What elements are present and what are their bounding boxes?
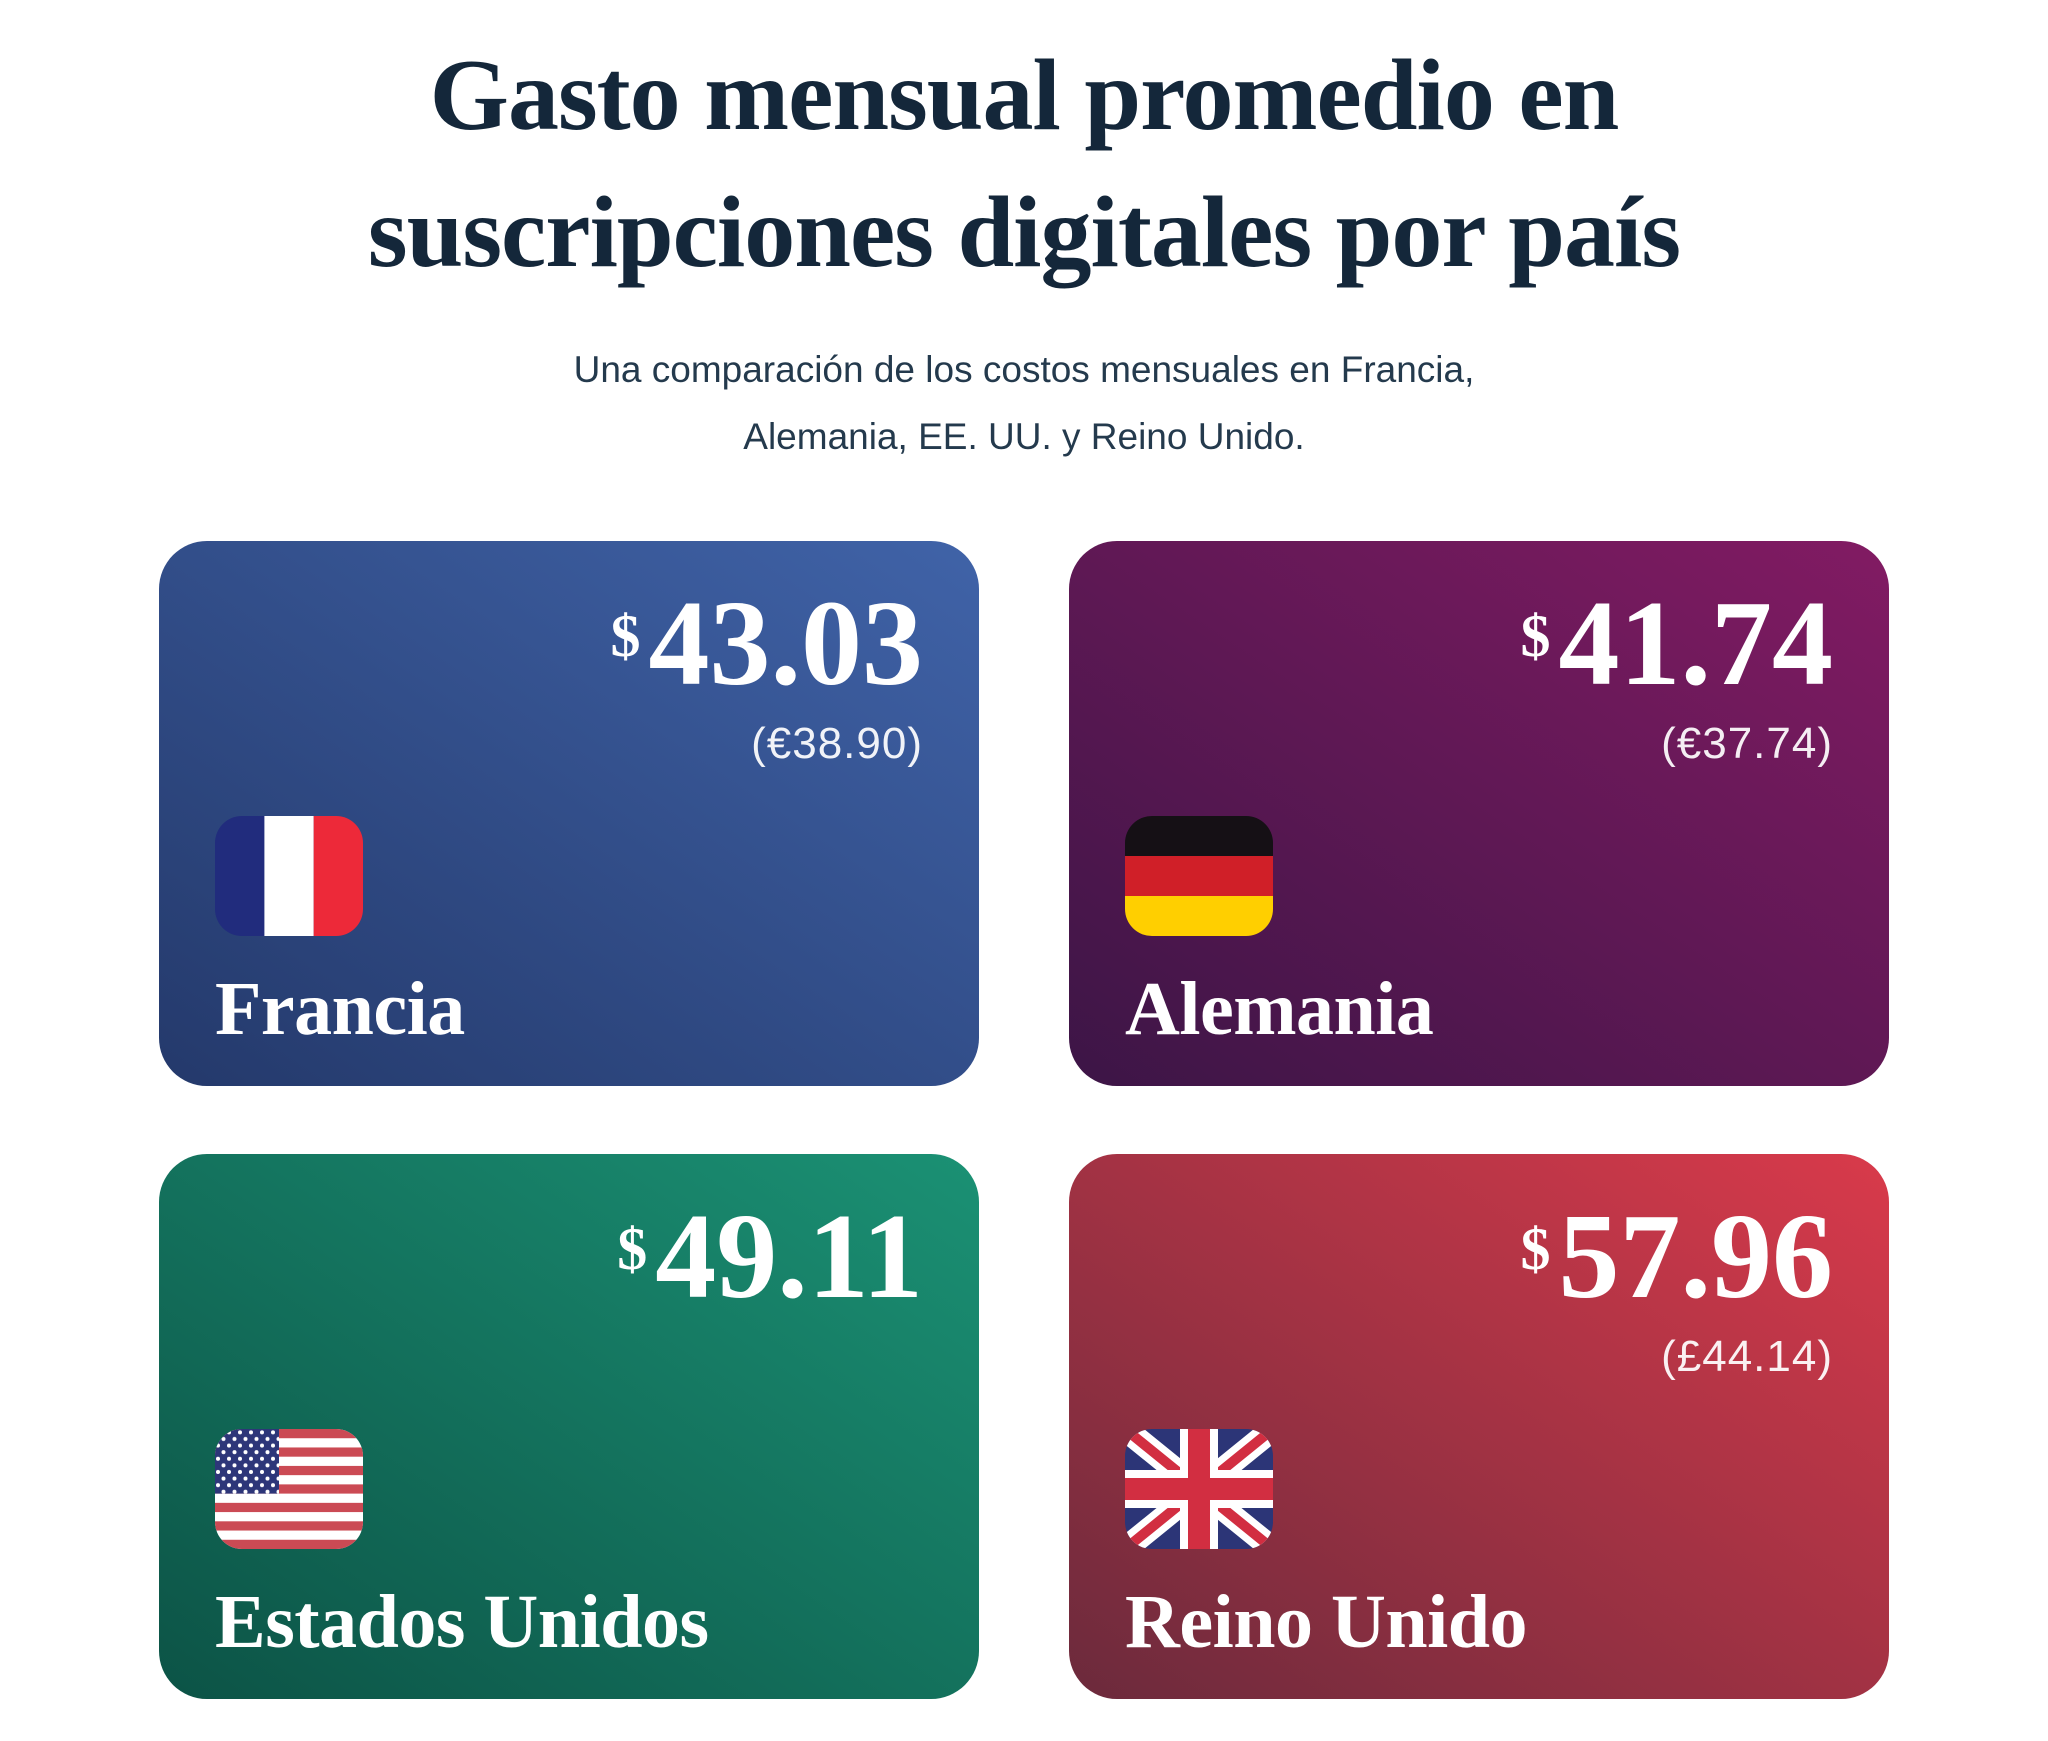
country-block-estados-unidos: Estados Unidos	[215, 1428, 923, 1665]
dollar-sign-icon: $	[1520, 1215, 1551, 1282]
country-label-reino-unido: Reino Unido	[1125, 1579, 1528, 1664]
uk-flag-icon	[1125, 1428, 1273, 1549]
usd-value-francia: 43.03	[648, 575, 924, 711]
page-title: Gasto mensual promedio en suscripciones …	[0, 28, 2048, 301]
usd-amount-francia: $43.03	[215, 582, 924, 705]
local-amount-reino-unido: (£44.14)	[1661, 1331, 1833, 1381]
dollar-sign-icon: $	[1520, 602, 1551, 669]
price-block-francia: $43.03 (€38.90)	[215, 582, 924, 769]
page-subtitle-line-2: Alemania, EE. UU. y Reino Unido.	[743, 415, 1305, 457]
usd-amount-alemania: $41.74	[1125, 582, 1834, 705]
local-amount-francia: (€38.90)	[751, 718, 923, 768]
country-block-alemania: Alemania	[1125, 815, 1833, 1052]
usd-amount-reino-unido: $57.96	[1125, 1195, 1834, 1318]
page-subtitle-line-1: Una comparación de los costos mensuales …	[573, 349, 1475, 391]
country-block-reino-unido: Reino Unido	[1125, 1428, 1833, 1665]
page-title-line-2: suscripciones digitales por país	[367, 175, 1681, 289]
dollar-sign-icon: $	[617, 1215, 648, 1282]
local-amount-alemania: (€37.74)	[1661, 718, 1833, 768]
price-block-reino-unido: $57.96 (£44.14)	[1125, 1195, 1834, 1382]
card-estados-unidos: $49.11	[159, 1153, 979, 1699]
usd-value-reino-unido: 57.96	[1558, 1188, 1834, 1324]
card-reino-unido: $57.96 (£44.14)	[1069, 1153, 1889, 1699]
country-card-grid: $43.03 (€38.90) Francia	[159, 540, 1889, 1699]
price-block-alemania: $41.74 (€37.74)	[1125, 582, 1834, 769]
page-subtitle: Una comparación de los costos mensuales …	[0, 337, 2048, 470]
country-label-estados-unidos: Estados Unidos	[215, 1579, 709, 1664]
country-label-francia: Francia	[215, 966, 465, 1051]
germany-flag-icon	[1125, 815, 1273, 936]
page-title-line-1: Gasto mensual promedio en	[429, 39, 1620, 152]
local-amount-estados-unidos	[215, 1332, 923, 1382]
card-francia: $43.03 (€38.90) Francia	[159, 540, 979, 1086]
france-flag-icon	[215, 815, 363, 936]
dollar-sign-icon: $	[610, 602, 641, 669]
card-alemania: $41.74 (€37.74) Alemania	[1069, 540, 1889, 1086]
usd-amount-estados-unidos: $49.11	[215, 1195, 923, 1318]
usd-value-estados-unidos: 49.11	[655, 1188, 923, 1324]
usd-value-alemania: 41.74	[1558, 575, 1834, 711]
country-label-alemania: Alemania	[1125, 966, 1434, 1051]
country-block-francia: Francia	[215, 815, 923, 1052]
header: Gasto mensual promedio en suscripciones …	[0, 0, 2048, 471]
usa-flag-icon	[215, 1428, 363, 1549]
price-block-estados-unidos: $49.11	[215, 1195, 923, 1382]
